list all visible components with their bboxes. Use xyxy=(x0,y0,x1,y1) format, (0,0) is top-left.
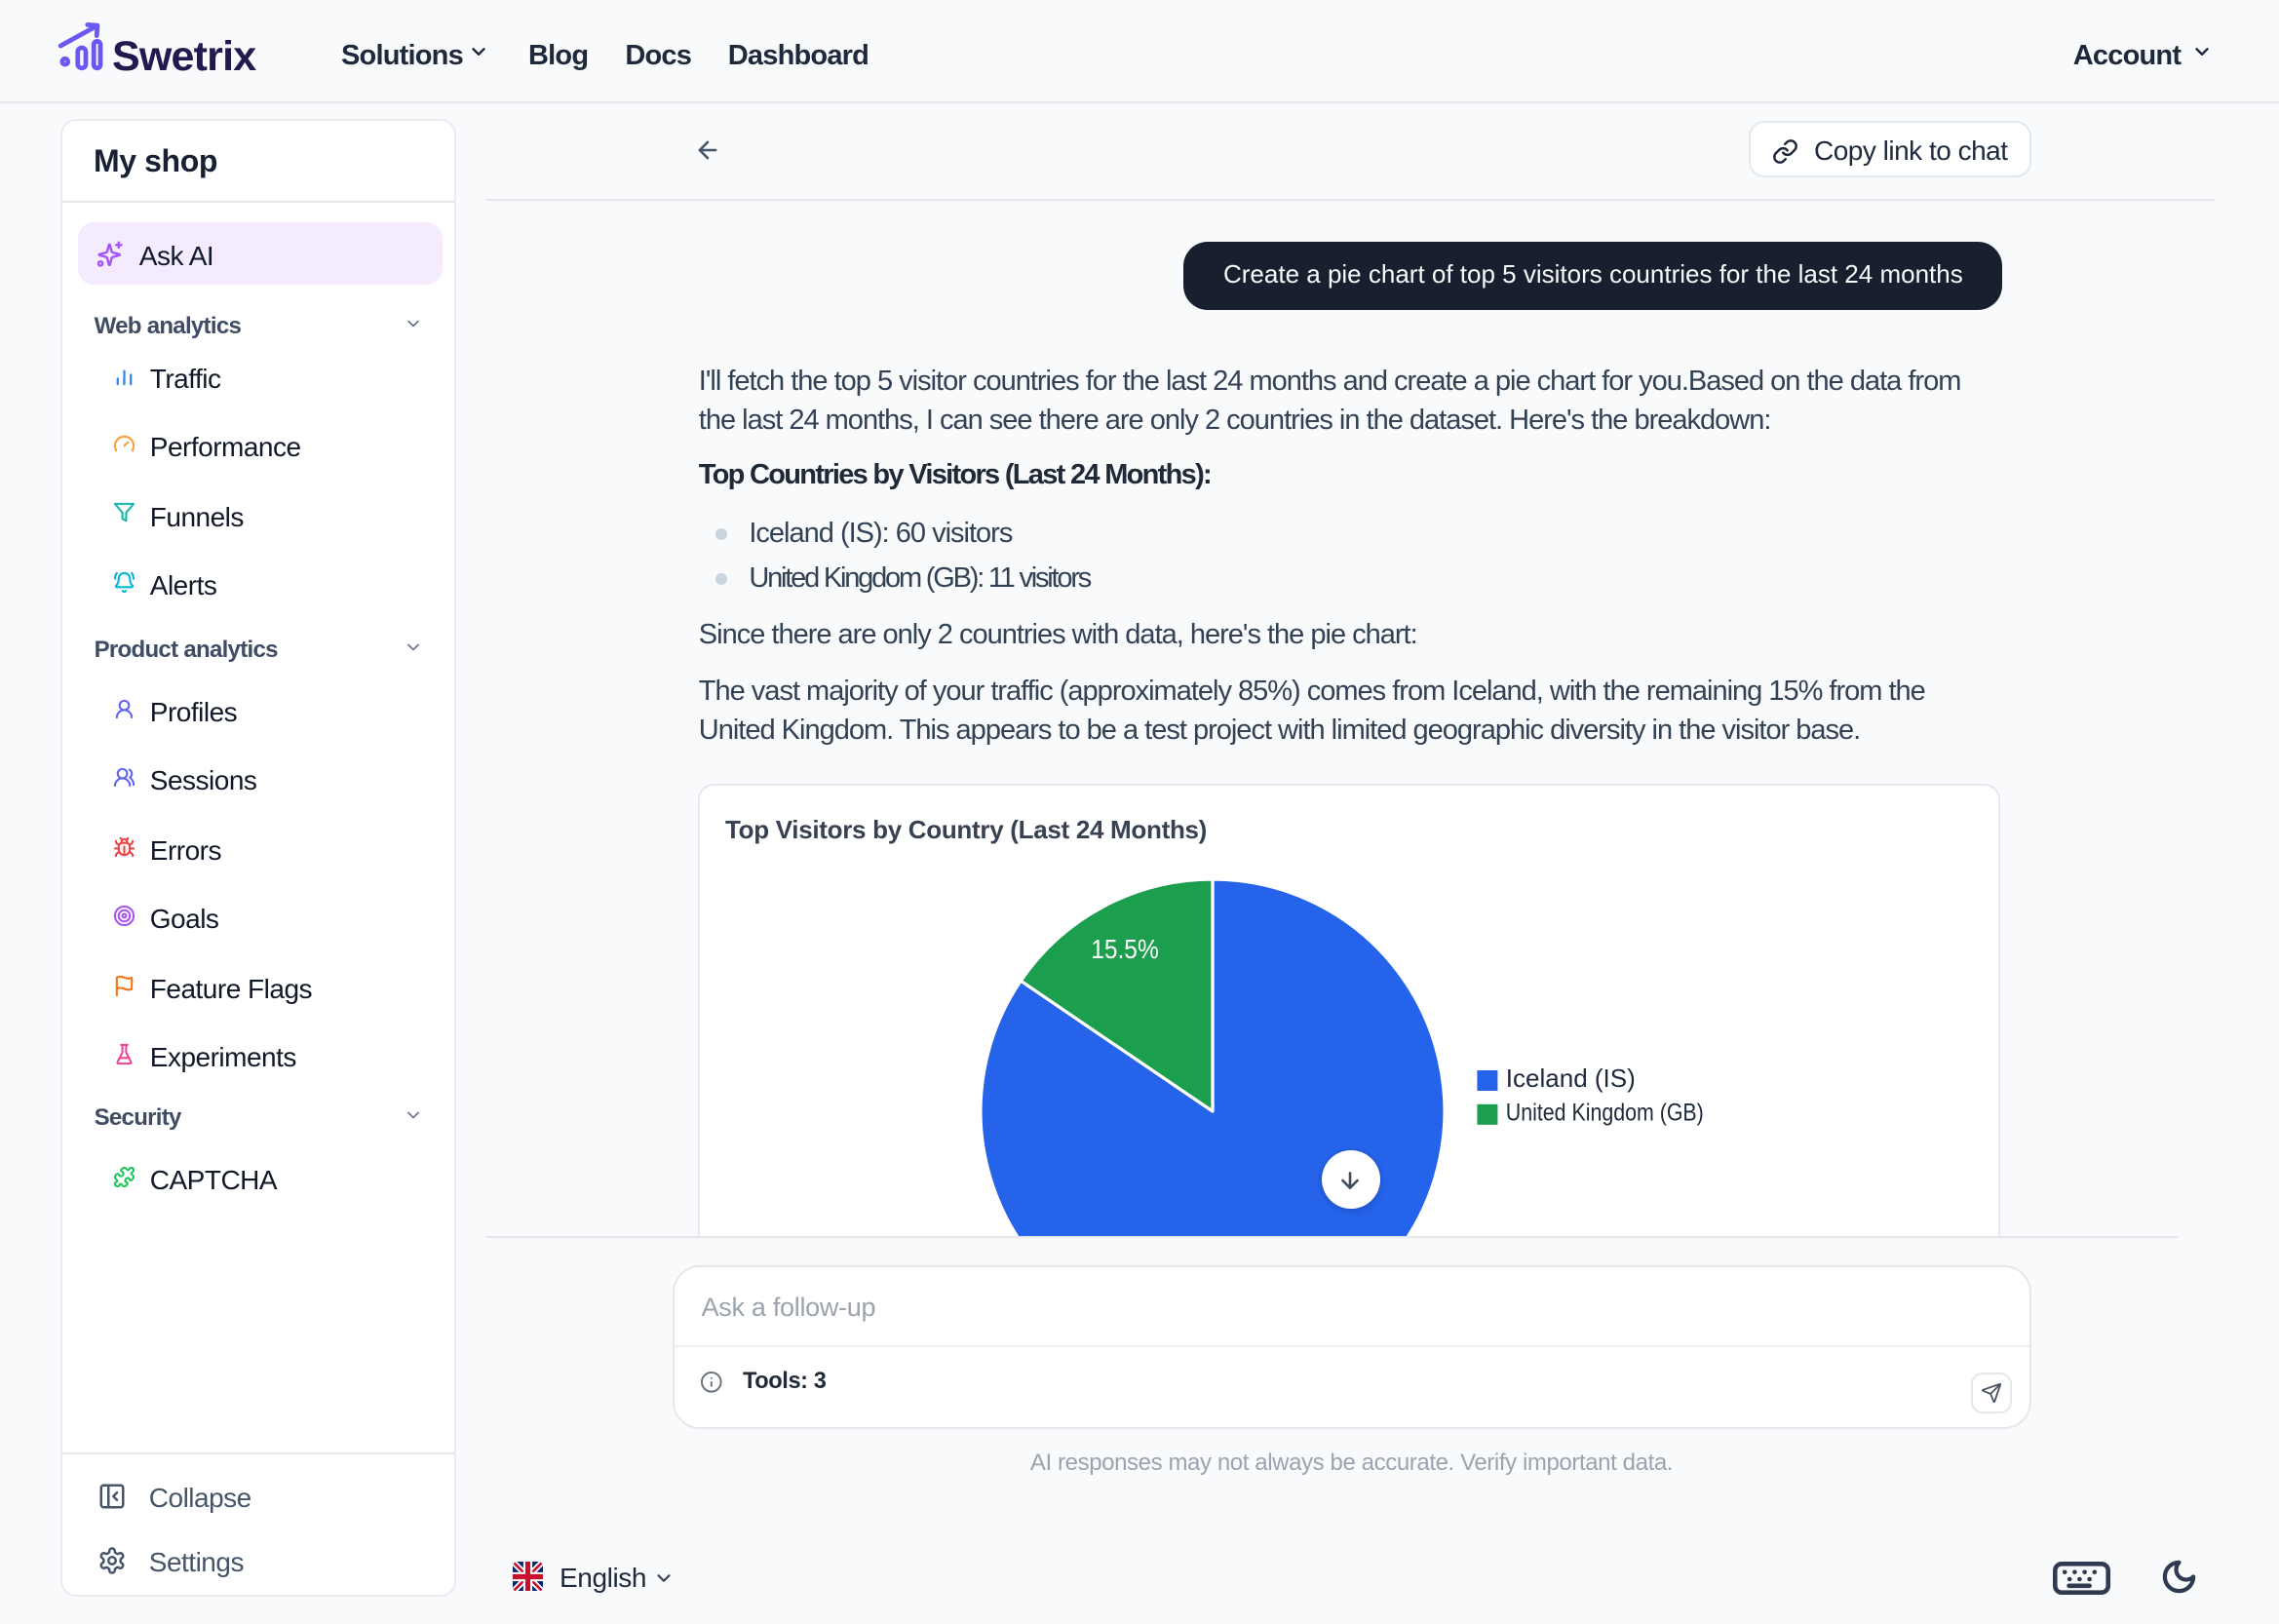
svg-text:Iceland (IS): Iceland (IS) xyxy=(1506,1063,1636,1093)
svg-text:15.5%: 15.5% xyxy=(1092,934,1160,964)
svg-text:United Kingdom (GB): United Kingdom (GB) xyxy=(1506,1100,1704,1127)
